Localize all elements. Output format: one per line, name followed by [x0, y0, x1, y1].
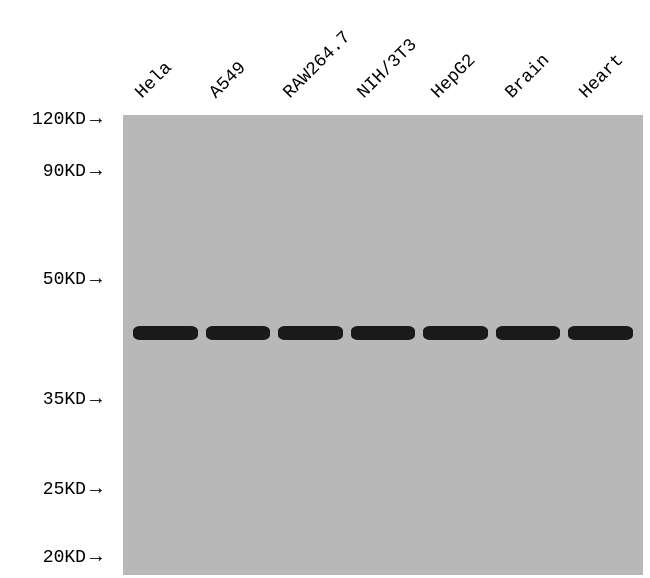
- band-brain: [496, 326, 561, 340]
- mw-label-text: 35KD: [43, 390, 86, 410]
- arrow-right-icon: →: [90, 162, 102, 182]
- arrow-right-icon: →: [90, 480, 102, 500]
- protein-band-row: [123, 323, 643, 343]
- mw-marker-20kd: 20KD →: [43, 548, 102, 568]
- mw-marker-90kd: 90KD →: [43, 162, 102, 182]
- arrow-right-icon: →: [90, 270, 102, 290]
- lane-label-heart: Heart: [576, 51, 628, 103]
- lane-label-brain: Brain: [502, 51, 554, 103]
- band-raw2647: [278, 326, 343, 340]
- mw-marker-35kd: 35KD →: [43, 390, 102, 410]
- lane-labels-row: Hela A549 RAW264.7 NIH/3T3 HepG2 Brain H…: [130, 0, 650, 115]
- band-hela: [133, 326, 198, 340]
- lane-label-a549: A549: [206, 58, 251, 103]
- band-heart: [568, 326, 633, 340]
- mw-marker-25kd: 25KD →: [43, 480, 102, 500]
- mw-label-text: 120KD: [32, 110, 86, 130]
- molecular-weight-axis: 120KD → 90KD → 50KD → 35KD → 25KD → 20KD…: [0, 0, 120, 578]
- mw-label-text: 50KD: [43, 270, 86, 290]
- mw-marker-120kd: 120KD →: [32, 110, 102, 130]
- arrow-right-icon: →: [90, 548, 102, 568]
- arrow-right-icon: →: [90, 110, 102, 130]
- blot-membrane: [123, 115, 643, 575]
- western-blot-figure: 120KD → 90KD → 50KD → 35KD → 25KD → 20KD…: [0, 0, 650, 578]
- lane-label-hela: Hela: [132, 58, 177, 103]
- mw-label-text: 25KD: [43, 480, 86, 500]
- mw-marker-50kd: 50KD →: [43, 270, 102, 290]
- arrow-right-icon: →: [90, 390, 102, 410]
- mw-label-text: 90KD: [43, 162, 86, 182]
- mw-label-text: 20KD: [43, 548, 86, 568]
- lane-label-nih3t3: NIH/3T3: [354, 35, 422, 103]
- band-a549: [206, 326, 271, 340]
- lane-label-hepg2: HepG2: [428, 51, 480, 103]
- band-hepg2: [423, 326, 488, 340]
- band-nih3t3: [351, 326, 416, 340]
- lane-label-raw2647: RAW264.7: [280, 28, 355, 103]
